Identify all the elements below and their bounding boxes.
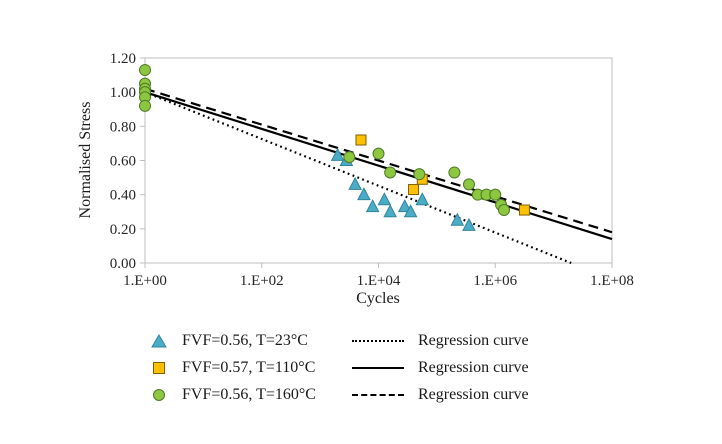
data-point-triangle	[403, 204, 418, 218]
data-point-circle	[372, 147, 385, 160]
x-tick-label: 1.E+02	[240, 273, 284, 289]
regression-label: Regression curve	[418, 386, 529, 403]
regression-line-solid	[144, 91, 613, 241]
regression-line-sample	[352, 340, 404, 342]
x-tick-label: 1.E+06	[473, 273, 517, 289]
square-marker-icon	[153, 362, 165, 374]
regression-label: Regression curve	[418, 332, 529, 349]
triangle-marker-icon	[151, 334, 167, 348]
y-axis-title: Normalised Stress	[77, 101, 94, 219]
data-point-triangle	[450, 212, 465, 226]
x-axis-title: Cycles	[356, 290, 400, 307]
data-point-square	[518, 204, 530, 216]
plot-area: 1.E+00 1.E+02 1.E+04 1.E+06 1.E+08 0.00 0.20 0.…	[110, 51, 634, 289]
circle-marker-icon	[153, 389, 165, 401]
y-tick-label: 0.80	[110, 119, 136, 135]
regression-label: Regression curve	[418, 359, 529, 376]
legend-row: FVF=0.57, T=110°C Regression curve	[150, 359, 529, 377]
x-tick-label: 1.E+08	[590, 273, 634, 289]
x-tick-label: 1.E+04	[357, 273, 401, 289]
y-tick-label: 1.00	[110, 85, 136, 101]
regression-line-sample	[352, 394, 404, 396]
data-point-triangle	[357, 187, 371, 201]
legend: FVF=0.56, T=23°C Regression curve FVF=0.…	[150, 332, 529, 404]
y-tick-label: 0.20	[110, 222, 136, 238]
regression-line-sample	[352, 367, 404, 369]
data-point-circle	[498, 204, 511, 217]
data-point-triangle	[415, 192, 430, 206]
y-tick-label: 0.00	[110, 256, 136, 272]
regression-line-dashed	[144, 87, 613, 234]
data-point-circle	[462, 178, 475, 191]
data-point-circle	[139, 99, 151, 112]
data-point-circle	[489, 188, 502, 201]
legend-row: FVF=0.56, T=160°C Regression curve	[150, 386, 529, 404]
y-tick-label: 0.40	[110, 188, 136, 204]
y-tick-label: 0.60	[110, 154, 136, 170]
series-label: FVF=0.56, T=160°C	[182, 386, 316, 403]
data-point-circle	[413, 168, 426, 181]
series-label: FVF=0.57, T=110°C	[182, 359, 316, 376]
y-tick-label: 1.20	[110, 51, 136, 67]
legend-row: FVF=0.56, T=23°C Regression curve	[150, 332, 529, 350]
data-point-square	[408, 184, 420, 196]
data-point-square	[355, 134, 367, 146]
data-point-triangle	[330, 147, 345, 161]
data-point-triangle	[365, 199, 380, 213]
data-point-triangle	[383, 204, 397, 218]
data-point-circle	[448, 166, 461, 179]
data-point-triangle	[397, 199, 412, 213]
data-point-circle	[384, 166, 397, 179]
data-point-triangle	[348, 176, 362, 190]
regression-line-dotted	[144, 91, 572, 265]
data-point-circle	[343, 151, 356, 164]
data-point-circle	[139, 63, 151, 76]
data-point-triangle	[377, 192, 392, 206]
x-tick-label: 1.E+00	[123, 273, 167, 289]
series-label: FVF=0.56, T=23°C	[182, 332, 308, 349]
data-point-triangle	[462, 217, 476, 231]
